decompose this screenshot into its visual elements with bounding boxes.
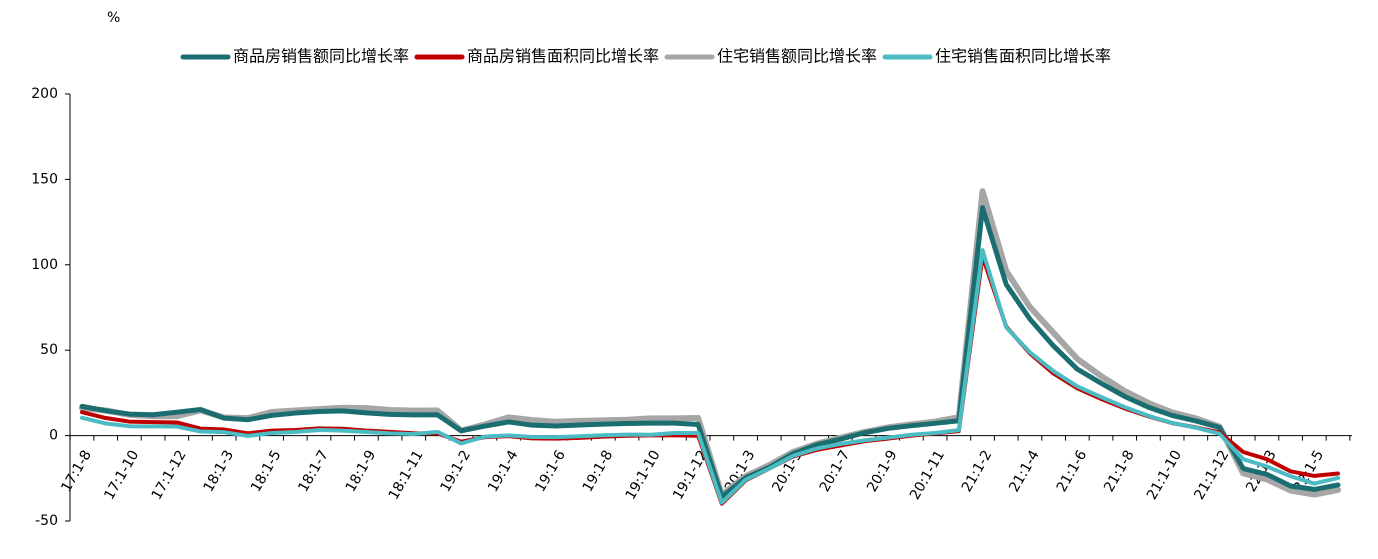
x-tick-label: 20:1-9 <box>864 448 901 495</box>
legend-label: 商品房销售额同比增长率 <box>233 47 409 66</box>
x-tick-label: 20:1-11 <box>907 448 948 503</box>
y-tick-label: -50 <box>35 513 58 529</box>
x-tick-label: 20:1-7 <box>817 448 854 495</box>
unit-label: % <box>107 10 120 26</box>
y-tick-label: 100 <box>31 257 58 273</box>
x-tick-label: 17:1-12 <box>149 448 190 503</box>
series-line <box>79 205 1341 500</box>
x-tick-label: 18:1-3 <box>201 448 238 495</box>
x-tick-label: 18:1-9 <box>343 448 380 495</box>
x-tick-label: 19:1-8 <box>580 448 617 495</box>
x-tick-label: 21:1-2 <box>959 448 996 495</box>
x-tick-label: 19:1-10 <box>623 448 664 503</box>
x-tick-label: 21:1-8 <box>1101 448 1138 495</box>
x-tick-label: 21:1-4 <box>1006 448 1043 495</box>
x-tick-label: 21:1-10 <box>1144 448 1185 503</box>
x-tick-label: 18:1-5 <box>248 448 285 495</box>
x-tick-label: 21:1-12 <box>1191 448 1232 503</box>
x-tick-label: 19:1-6 <box>532 448 569 495</box>
y-tick-label: 200 <box>31 86 58 102</box>
y-tick-label: 50 <box>40 342 58 358</box>
x-tick-label: 21:1-6 <box>1054 448 1091 495</box>
x-tick-label: 17:1-10 <box>101 448 142 503</box>
x-tick-label: 18:1-7 <box>295 448 332 495</box>
legend-label: 商品房销售面积同比增长率 <box>467 47 659 66</box>
x-tick-label: 19:1-2 <box>438 448 475 495</box>
x-tick-label: 17:1-8 <box>58 448 95 495</box>
x-tick-label: 19:1-4 <box>485 448 522 495</box>
y-tick-label: 150 <box>31 171 58 187</box>
series-line <box>80 248 1340 505</box>
legend-label: 住宅销售面积同比增长率 <box>935 47 1111 66</box>
legend: 商品房销售额同比增长率 商品房销售面积同比增长率 住宅销售额同比增长率 住宅销售面积同… <box>180 47 1111 66</box>
x-tick-label: 18:1-11 <box>386 448 427 503</box>
legend-label: 住宅销售额同比增长率 <box>717 47 877 66</box>
y-tick-label: 0 <box>49 428 58 444</box>
